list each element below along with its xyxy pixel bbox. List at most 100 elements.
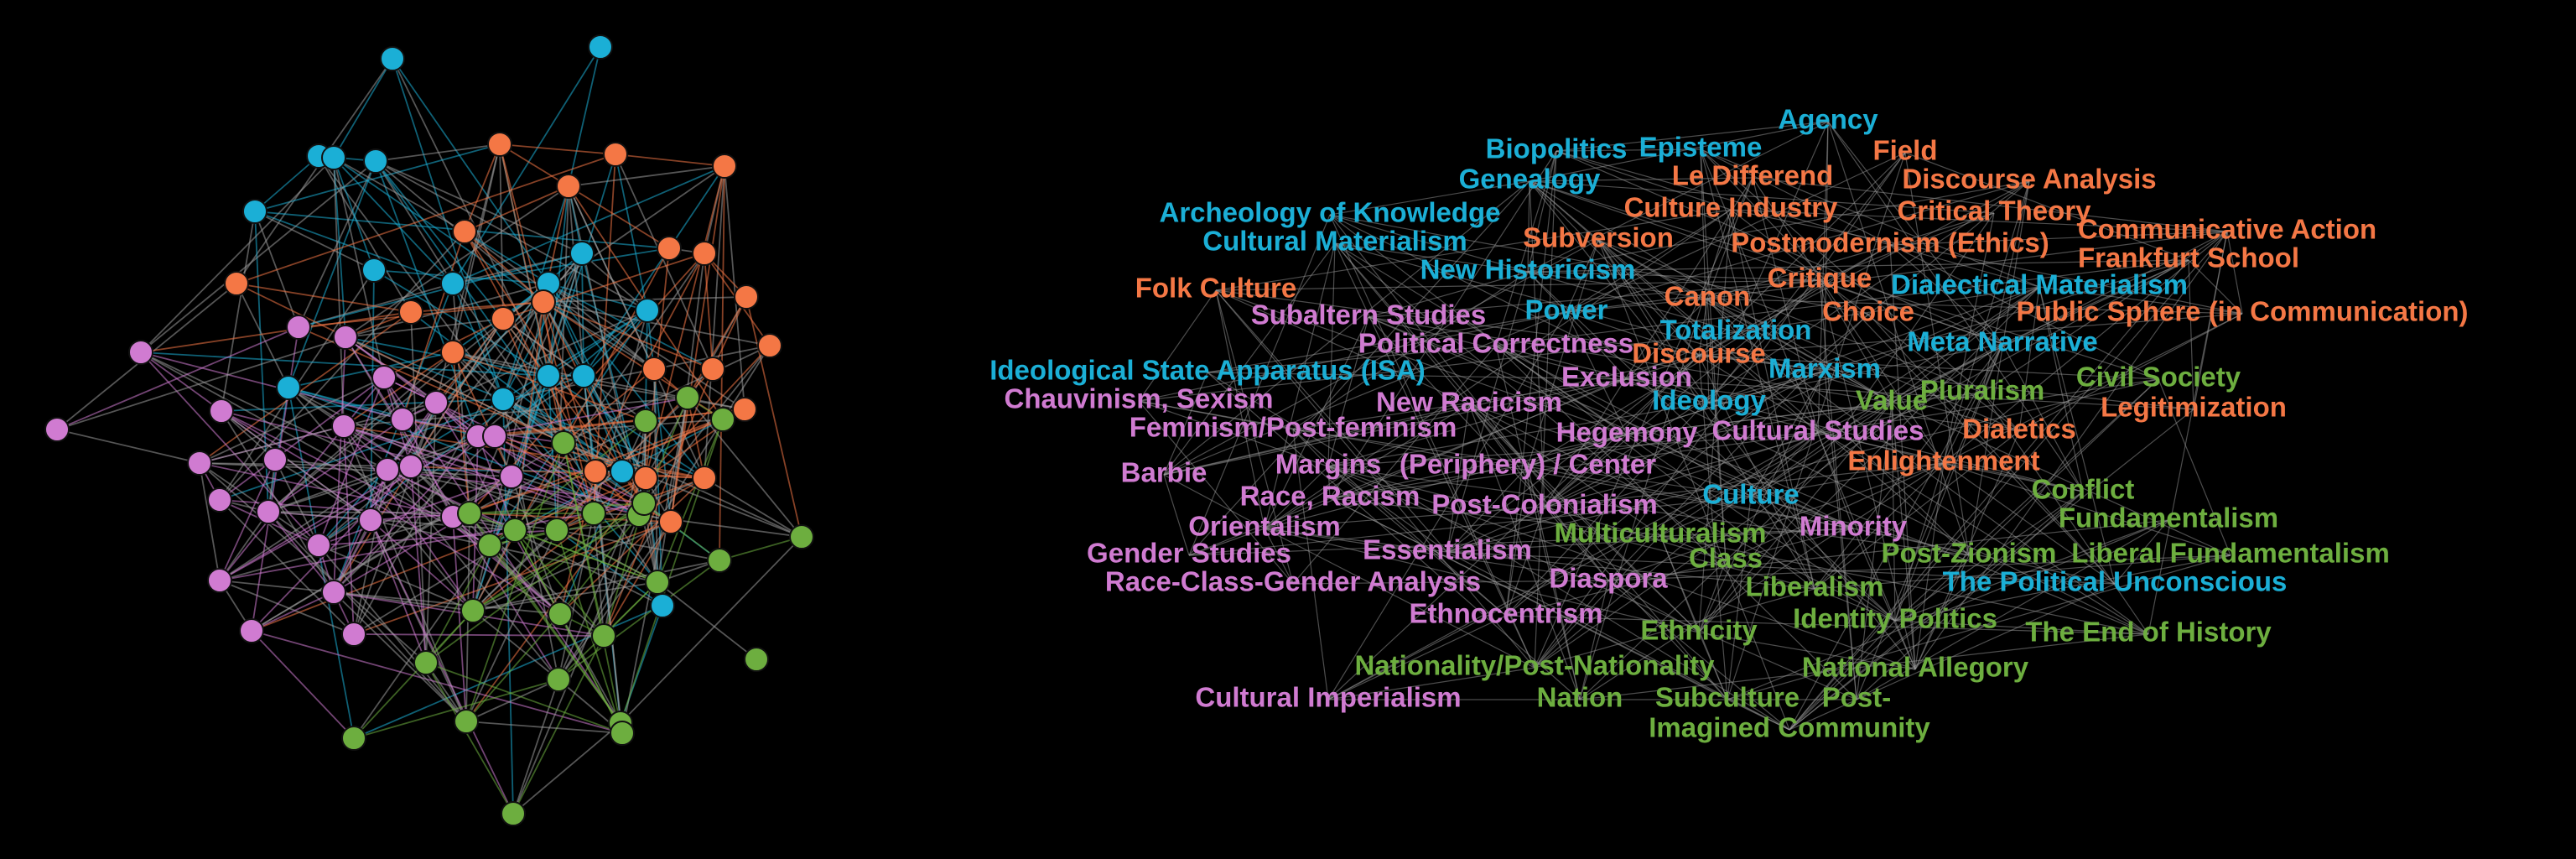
term-edge [1534, 343, 2003, 669]
node-edge [472, 529, 558, 612]
term-edge [1698, 298, 1708, 357]
term-edge [1566, 311, 1628, 435]
node-edge [345, 185, 569, 338]
term-nationality: Nationality/Post-Nationality [1354, 650, 1715, 681]
node-edge [387, 469, 561, 615]
node-edge [494, 435, 640, 516]
node-edge [615, 154, 725, 167]
term-dialetics: Dialetics [1962, 414, 2076, 445]
term-edge [1544, 370, 1826, 508]
graph-node-pink [375, 457, 400, 482]
node-edge [568, 185, 670, 249]
graph-node-orange [734, 284, 759, 310]
term-edge [1698, 212, 1995, 633]
node-edge [288, 160, 377, 388]
node-edge [274, 459, 388, 471]
term-edge [1597, 239, 1700, 357]
node-edge [643, 502, 720, 561]
term-edge [1292, 378, 1628, 430]
node-edge [499, 143, 616, 155]
term-class: Class [1689, 543, 1763, 574]
term-edge [1597, 239, 1710, 403]
term-edge [1446, 551, 2116, 585]
node-edge [514, 301, 544, 531]
term-edge [1292, 271, 1529, 430]
graph-node-blue [569, 241, 595, 266]
node-edge [615, 154, 648, 311]
node-edge [559, 613, 623, 734]
node-edge [288, 387, 355, 739]
node-edge [568, 185, 584, 377]
term-subculture: Subculture [1655, 682, 1800, 713]
term-edge [2158, 378, 2231, 556]
term-civil-society: Civil Society [2076, 362, 2241, 393]
graph-node-orange [487, 132, 512, 157]
node-edge [219, 466, 412, 581]
term-edge [1914, 462, 1945, 670]
term-genealogy: Genealogy [1459, 164, 1601, 195]
graph-node-blue [361, 258, 387, 283]
term-edge [1505, 615, 2149, 635]
term-edge [1725, 462, 1945, 561]
node-graph-nodes [44, 34, 814, 826]
node-edge [140, 157, 335, 353]
graph-node-pink [306, 533, 331, 558]
graph-node-pink [423, 390, 449, 415]
term-edge [1981, 180, 2030, 393]
term-frankfurt-school: Frankfurt School [2078, 242, 2299, 273]
node-edge [298, 252, 583, 328]
term-agency: Agency [1778, 104, 1878, 135]
node-edge [219, 377, 385, 581]
term-edge [1824, 370, 1857, 700]
graph-node-pink [341, 622, 366, 647]
node-edge [353, 610, 474, 739]
graph-node-green [581, 501, 606, 526]
graph-node-pink [331, 414, 356, 439]
term-culture-industry: Culture Industry [1624, 192, 1838, 223]
node-edge [343, 425, 412, 467]
term-le-differend: Le Differend [1672, 160, 1834, 191]
term-periphery-center: (Periphery) / Center [1400, 449, 1656, 480]
term-edge [1327, 466, 1448, 553]
term-public-sphere: Public Sphere (in Communication) [2016, 296, 2468, 327]
term-edge [1495, 345, 2084, 492]
graph-node-pink [44, 417, 70, 442]
term-edge [1824, 259, 2189, 372]
node-edge [563, 442, 623, 734]
graph-node-blue [321, 145, 346, 170]
term-edge [1527, 271, 1820, 281]
term-edge [1566, 180, 2030, 313]
node-edge [333, 469, 388, 593]
node-edge [465, 679, 559, 722]
term-edge [1188, 497, 1331, 556]
graph-node-pink [398, 454, 423, 479]
node-edge [502, 310, 648, 400]
term-subaltern-studies: Subaltern Studies [1251, 299, 1487, 331]
term-folk-culture: Folk Culture [1135, 273, 1297, 304]
term-edge [1891, 286, 2040, 403]
term-edge [1495, 345, 1857, 700]
graph-node-green [457, 501, 482, 526]
term-edge [1264, 528, 1448, 553]
graph-node-green [460, 598, 486, 623]
node-edge [712, 296, 747, 370]
term-edge [1735, 286, 2040, 333]
term-edge [1327, 466, 1916, 670]
node-edge [543, 301, 714, 370]
graph-node-blue [242, 199, 267, 224]
term-edge [1706, 177, 1753, 299]
graph-node-pink [262, 447, 288, 472]
graph-node-green [501, 801, 526, 826]
term-edge [1943, 462, 2084, 492]
term-edge [1446, 432, 1819, 553]
term-liberalism: Liberalism [1745, 571, 1883, 602]
node-edge [559, 514, 640, 615]
term-edge [1327, 466, 1970, 556]
term-edge [1505, 506, 1545, 617]
node-edge [472, 560, 720, 612]
term-political-unconscious: The Political Unconscious [1943, 566, 2288, 597]
term-edge [1626, 402, 1893, 435]
node-edge [333, 157, 544, 303]
term-post: Post- [1822, 682, 1892, 713]
